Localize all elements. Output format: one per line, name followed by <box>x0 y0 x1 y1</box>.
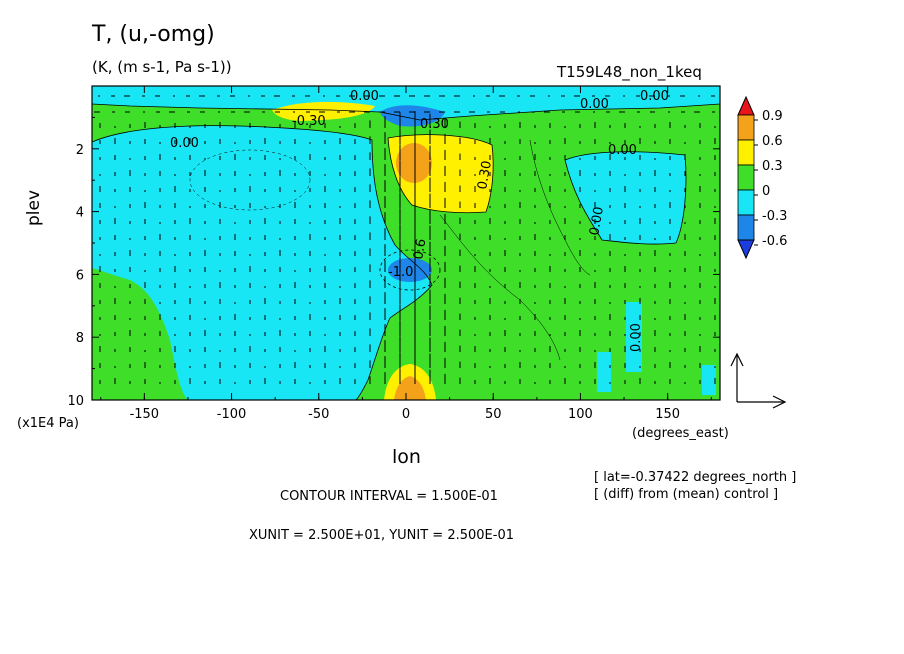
contour-label: 0.00 <box>640 89 669 104</box>
colorbar-label: 0.9 <box>762 109 783 124</box>
contour-interval: CONTOUR INTERVAL = 1.500E-01 <box>280 489 498 504</box>
x-tick-label: 0 <box>402 407 410 422</box>
field-top-strong-negative <box>380 105 445 127</box>
x-unit-label: (degrees_east) <box>632 426 729 441</box>
colorbar: 0.9 0.6 0.3 0 -0.3 -0.6 <box>737 95 787 260</box>
y-tick-label: 10 <box>67 394 84 409</box>
y-tick-label: 8 <box>76 331 84 346</box>
contour-label: 0.00 <box>629 323 644 352</box>
field-top-negative <box>92 86 720 120</box>
chart-title: T, (u,-omg) <box>92 22 215 47</box>
colorbar-bottom-arrow <box>737 239 755 260</box>
slice-info: [ lat=-0.37422 degrees_north ] <box>594 470 797 485</box>
colorbar-label: 0.3 <box>762 159 783 174</box>
colorbar-segment <box>737 189 755 216</box>
contour-line <box>92 125 433 400</box>
run-name: T159L48_non_1keq <box>557 63 702 81</box>
x-axis-label: lon <box>392 446 421 468</box>
contour-label: 0.00 <box>587 206 607 237</box>
wind-vectors <box>94 95 716 384</box>
x-tick-label: -50 <box>308 407 329 422</box>
contour-line-dashed <box>189 149 311 211</box>
contour-line-dashed <box>379 249 441 291</box>
contour-lines <box>92 103 720 400</box>
vector-units: XUNIT = 2.500E+01, YUNIT = 2.500E-01 <box>249 528 514 543</box>
colorbar-label: -0.6 <box>762 234 787 249</box>
contour-label: 0.30 <box>420 117 449 132</box>
colorbar-top-arrow <box>737 95 755 116</box>
y-tick-label: 6 <box>76 268 84 283</box>
filled-contours <box>92 86 720 400</box>
colorbar-label: 0 <box>762 184 770 199</box>
field-center-strong-positive <box>396 143 432 183</box>
contour-label: 0.00 <box>608 143 637 158</box>
field-east-negative-low3 <box>702 365 716 395</box>
contour-label: 0.6 <box>411 238 429 261</box>
contour-label: -1.0 <box>388 265 413 280</box>
contour-label: 0.00 <box>580 97 609 112</box>
x-tick-label: -100 <box>217 407 247 422</box>
y-tick-label: 2 <box>76 143 84 158</box>
colorbar-segment <box>737 164 755 191</box>
x-tick-label: -150 <box>130 407 160 422</box>
ref-vector-horizontal-head <box>772 395 787 409</box>
ref-vector-vertical-head <box>730 352 744 367</box>
x-axis-ticks: -150 -100 -50 0 50 100 150 <box>100 86 712 422</box>
contour-line <box>387 134 494 214</box>
colorbar-segment <box>737 114 755 141</box>
x-tick-label: 50 <box>485 407 502 422</box>
colorbar-segment <box>737 214 755 241</box>
y-unit-label: (x1E4 Pa) <box>17 416 79 431</box>
colorbar-segment <box>737 139 755 166</box>
colorbar-label: -0.3 <box>762 209 787 224</box>
contour-label: 0.00 <box>170 136 199 151</box>
diff-info: [ (diff) from (mean) control ] <box>594 487 779 502</box>
contour-line-thin <box>529 139 591 276</box>
field-west-negative <box>92 125 432 400</box>
field-east-negative-low2 <box>626 302 642 372</box>
field-east-negative-low1 <box>597 352 611 392</box>
colorbar-label: 0.6 <box>762 134 783 149</box>
x-tick-label: 100 <box>568 407 593 422</box>
field-top-positive <box>272 101 375 121</box>
x-tick-label: 150 <box>655 407 680 422</box>
field-mid-strong-negative <box>388 258 432 282</box>
y-tick-label: 4 <box>76 206 84 221</box>
contour-label: 0.00 <box>350 89 379 104</box>
contour-label: 0.30 <box>475 160 495 191</box>
y-axis-ticks: 2 4 6 8 10 <box>67 116 720 409</box>
reference-vector <box>730 352 787 409</box>
contour-labels: 0.00 0.00 0.00 0.00 0.00 0.00 0.00 -0.30… <box>170 89 669 352</box>
contour-label: -0.30 <box>292 114 326 129</box>
chart-units: (K, (m s-1, Pa s-1)) <box>92 58 232 76</box>
contour-line <box>564 151 687 245</box>
field-surface-strong-positive <box>394 376 426 400</box>
